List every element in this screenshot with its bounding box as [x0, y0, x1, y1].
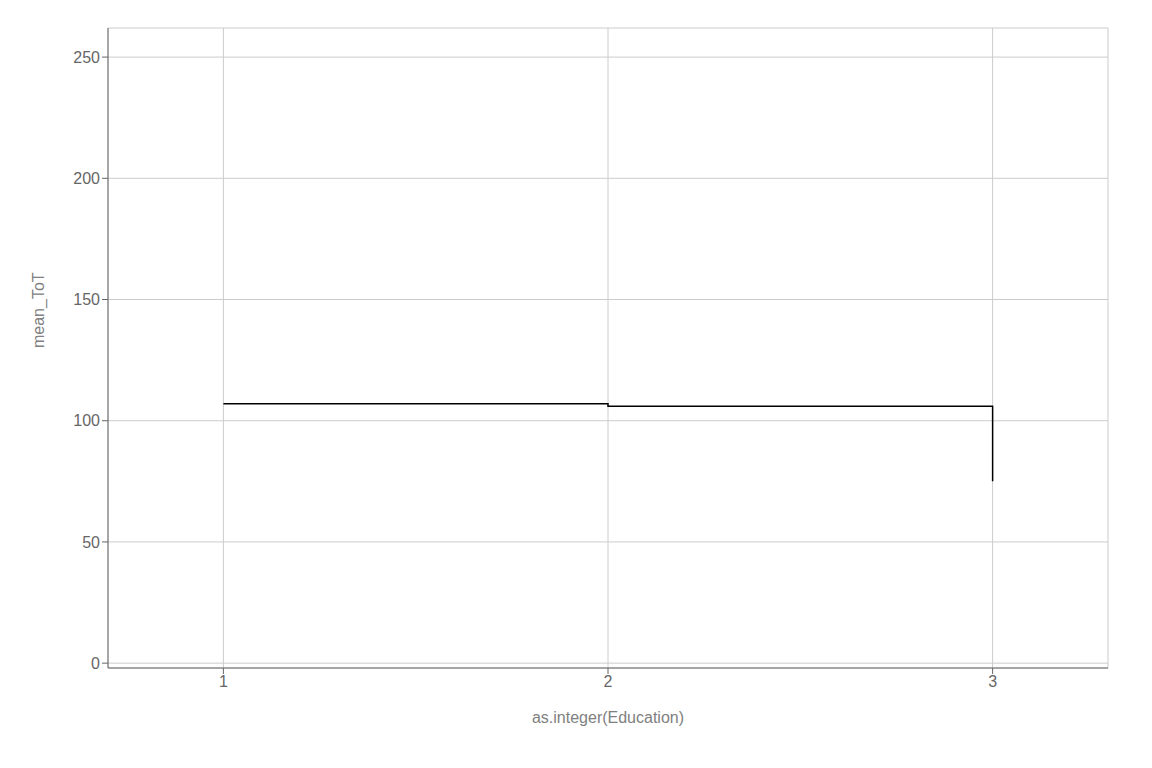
svg-text:50: 50	[82, 534, 100, 551]
svg-text:2: 2	[604, 673, 613, 690]
svg-text:100: 100	[73, 412, 100, 429]
svg-text:250: 250	[73, 49, 100, 66]
svg-text:1: 1	[219, 673, 228, 690]
svg-text:200: 200	[73, 170, 100, 187]
svg-text:3: 3	[988, 673, 997, 690]
svg-text:0: 0	[91, 655, 100, 672]
svg-text:mean_ToT: mean_ToT	[30, 272, 48, 348]
svg-text:as.integer(Education): as.integer(Education)	[532, 709, 684, 726]
svg-text:150: 150	[73, 291, 100, 308]
